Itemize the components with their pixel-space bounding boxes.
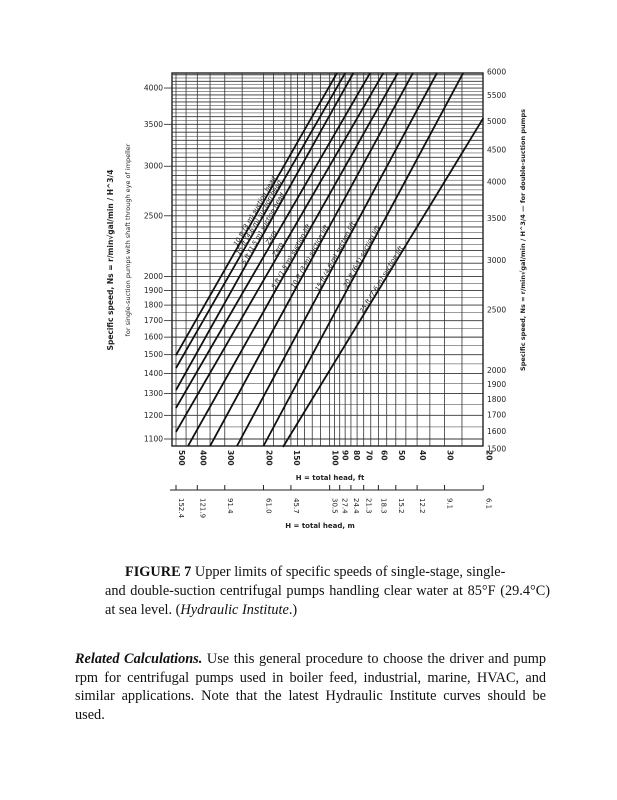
y-tick-label-left: 1700 <box>144 316 163 325</box>
series-line <box>282 117 485 448</box>
y-tick-label-right: 1800 <box>487 395 506 404</box>
series-line <box>175 72 355 391</box>
chart-ticks: 1100 1200 1300 1400 1500 1600 1700 1800 1900 2000… <box>144 68 506 519</box>
x-tick-label-ft: 400 <box>198 450 207 466</box>
figure-number: FIGURE 7 <box>125 564 192 580</box>
y-tick-label-left: 1600 <box>144 333 163 342</box>
y-tick-label-left: 2000 <box>144 272 163 281</box>
x-tick-label-m: 45.7 <box>292 498 300 514</box>
y-tick-label-left: 1200 <box>144 411 163 420</box>
x-tick-label-ft: 90 <box>341 450 350 460</box>
y-tick-label-right: 3500 <box>487 214 506 223</box>
y-tick-label-left: 1100 <box>144 435 163 444</box>
y-tick-label-left: 1500 <box>144 350 163 359</box>
series-line <box>209 72 414 447</box>
y-tick-label-right: 4000 <box>487 178 506 187</box>
y-tick-label-right: 4500 <box>487 146 506 155</box>
x-tick-label-ft: 500 <box>177 450 186 466</box>
y-tick-label-left: 1300 <box>144 389 163 398</box>
series-line <box>175 72 385 433</box>
x-tick-label-m: 21.3 <box>365 498 373 514</box>
x-tick-label-m: 30.5 <box>331 498 339 514</box>
x-tick-label-m: 121.9 <box>198 498 206 518</box>
x-tick-label-m: 18.3 <box>379 498 387 514</box>
series-label: Zero <box>270 241 285 259</box>
y-tick-label-right: 2500 <box>487 306 506 315</box>
x-tick-label-m: 6.1 <box>484 498 492 509</box>
y-axis-label-left: Specific speed, Ns = r/min√gal/min / H^3… <box>106 170 115 351</box>
x-tick-label-ft: 30 <box>446 450 455 460</box>
x-tick-label-m: 9.1 <box>446 498 454 509</box>
figure-caption: FIGURE 7 Upper limits of specific speeds… <box>105 564 550 618</box>
y-tick-label-left: 3000 <box>144 162 163 171</box>
y-tick-label-right: 1900 <box>487 380 506 389</box>
y-tick-label-right: 6000 <box>487 68 506 77</box>
series-line <box>175 72 346 369</box>
x-axis-label-m: H = total head, m <box>285 522 355 530</box>
y-tick-label-left: 1800 <box>144 301 163 310</box>
y-tick-label-left: 1900 <box>144 286 163 295</box>
x-tick-label-ft: 150 <box>292 450 301 466</box>
x-tick-label-ft: 200 <box>264 450 273 466</box>
series-line <box>236 72 438 447</box>
y-tick-label-right: 1600 <box>487 427 506 436</box>
x-tick-label-ft: 50 <box>397 450 406 460</box>
related-heading: Related Calculations. <box>75 651 203 667</box>
y-tick-label-right: 5000 <box>487 117 506 126</box>
y-tick-label-left: 2500 <box>144 211 163 220</box>
related-calculations: Related Calculations. Use this general p… <box>75 650 546 724</box>
x-tick-label-ft: 70 <box>365 450 374 460</box>
y-axis-label-right: Specific speed, Ns = r/min√gal/min / H^3… <box>519 109 527 371</box>
y-tick-label-right: 2000 <box>487 366 506 375</box>
x-tick-label-m: 15.2 <box>397 498 405 514</box>
y-axis-label-left-2: for single-suction pumps with shaft thro… <box>124 143 132 336</box>
series-line <box>175 72 338 356</box>
y-tick-label-left: 1400 <box>144 369 163 378</box>
x-tick-label-ft: 80 <box>352 450 361 460</box>
series-line <box>187 72 399 447</box>
x-tick-label-m: 152.4 <box>177 498 185 519</box>
y-tick-label-right: 3000 <box>487 256 506 265</box>
x-tick-label-m: 61.0 <box>264 498 272 514</box>
x-tick-label-ft: 100 <box>331 450 340 466</box>
x-tick-label-m: 91.4 <box>226 498 234 514</box>
y-tick-label-right: 5500 <box>487 91 506 100</box>
x-tick-label-ft: 60 <box>379 450 388 460</box>
x-tick-label-ft: 40 <box>418 450 427 460</box>
plot-frame <box>171 72 484 447</box>
x-axis-label-ft: H = total head, ft <box>296 474 365 482</box>
y-tick-label-left: 4000 <box>144 84 163 93</box>
x-tick-label-m: 24.4 <box>352 498 360 514</box>
x-tick-label-ft: 300 <box>226 450 235 466</box>
series-line <box>262 72 464 447</box>
x-tick-label-m: 12.2 <box>418 498 426 514</box>
y-tick-label-right: 1500 <box>487 444 506 453</box>
y-tick-label-right: 1700 <box>487 410 506 419</box>
related-text: Use this general procedure to choose the… <box>75 651 546 723</box>
x-tick-label-ft: 20 <box>484 450 493 460</box>
x-tick-label-m: 27.4 <box>341 498 349 514</box>
series-line <box>175 72 371 409</box>
y-tick-label-left: 3500 <box>144 120 163 129</box>
